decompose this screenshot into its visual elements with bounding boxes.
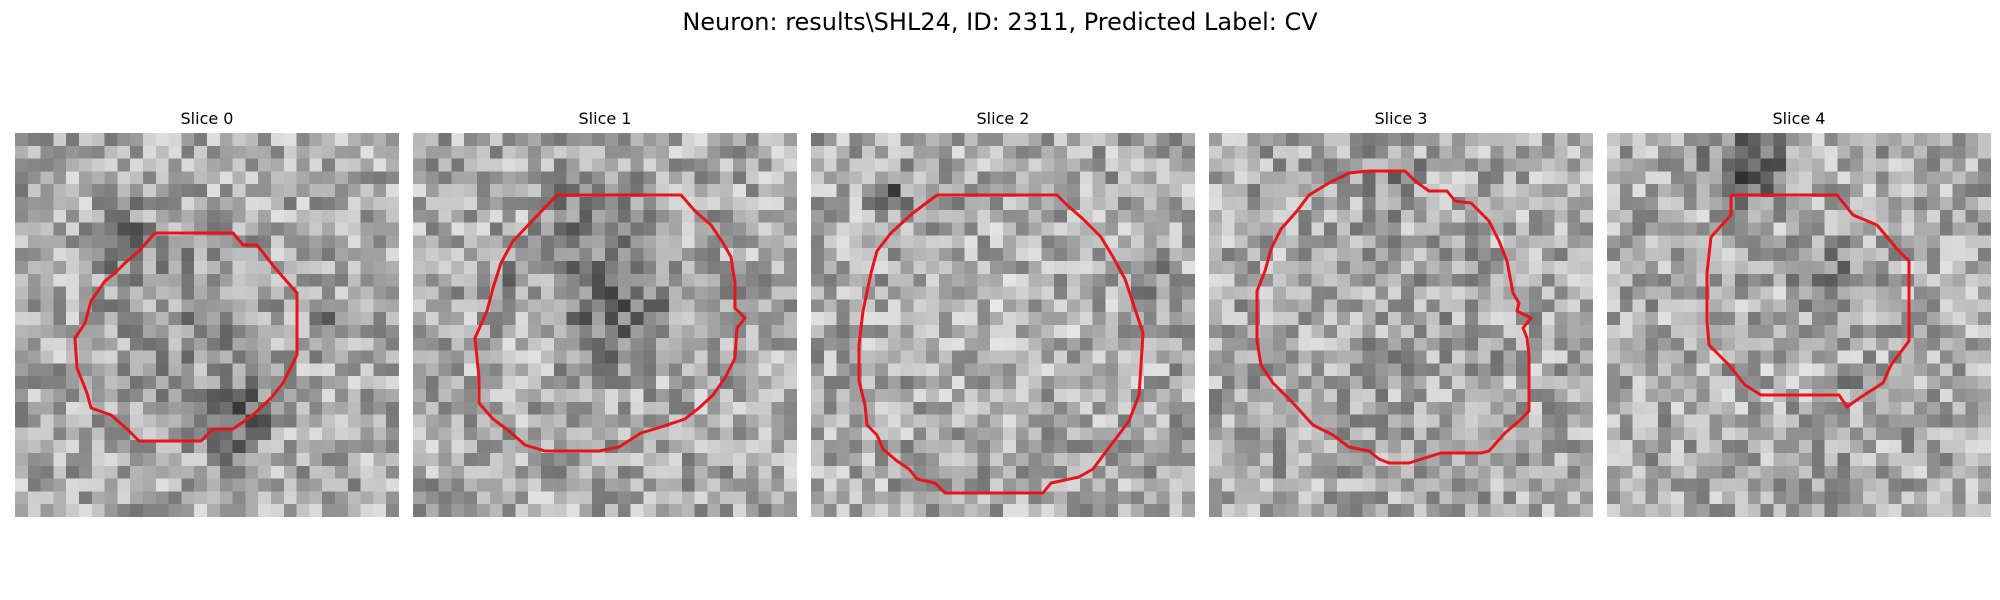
roi-contour-1 xyxy=(413,133,797,517)
roi-contour-3 xyxy=(1209,133,1593,517)
slice-title-3: Slice 3 xyxy=(1209,108,1593,130)
slice-image-3 xyxy=(1209,133,1593,517)
slice-image-0 xyxy=(15,133,399,517)
figure-title: Neuron: results\SHL24, ID: 2311, Predict… xyxy=(0,6,2000,38)
slice-image-1 xyxy=(413,133,797,517)
slice-title-2: Slice 2 xyxy=(811,108,1195,130)
roi-contour-4 xyxy=(1607,133,1991,517)
slice-image-2 xyxy=(811,133,1195,517)
roi-contour-0 xyxy=(15,133,399,517)
slice-image-4 xyxy=(1607,133,1991,517)
slice-title-1: Slice 1 xyxy=(413,108,797,130)
slice-title-0: Slice 0 xyxy=(15,108,399,130)
slice-title-4: Slice 4 xyxy=(1607,108,1991,130)
roi-contour-2 xyxy=(811,133,1195,517)
